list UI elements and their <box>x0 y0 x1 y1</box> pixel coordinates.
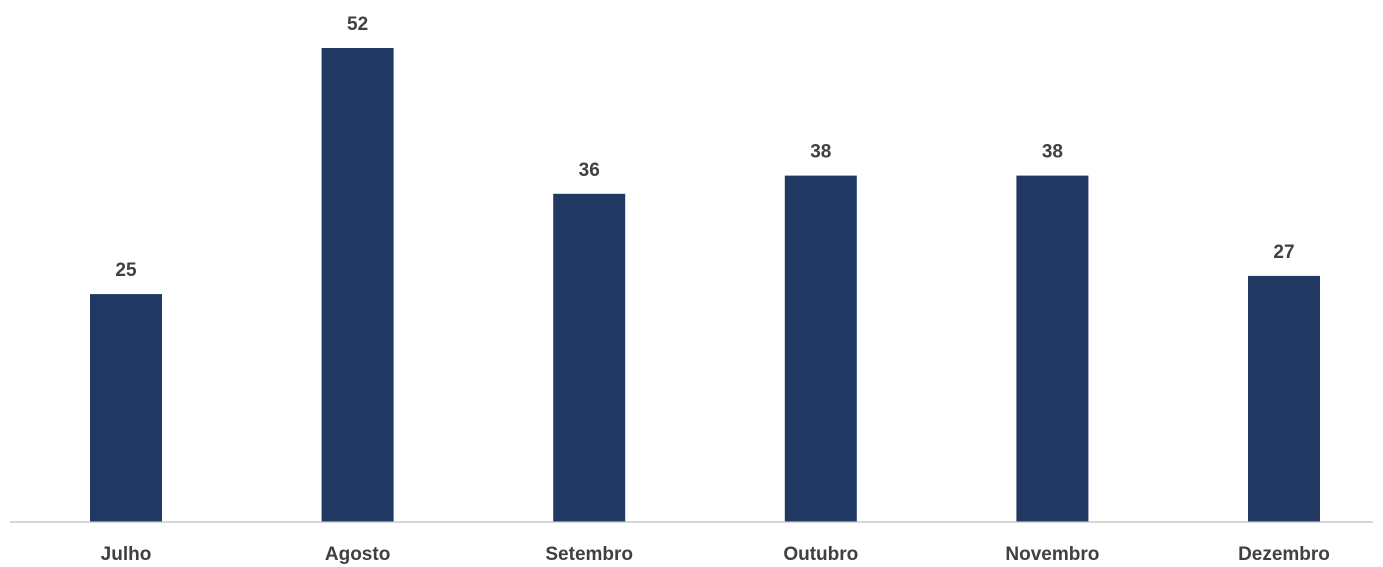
bar-julho <box>90 294 162 522</box>
bar-novembro <box>1016 175 1089 522</box>
bar-agosto <box>321 48 394 522</box>
category-label-agosto: Agosto <box>325 544 390 565</box>
bar-dezembro <box>1248 275 1320 522</box>
data-label-agosto: 52 <box>347 14 368 35</box>
data-label-novembro: 38 <box>1042 142 1063 163</box>
category-label-dezembro: Dezembro <box>1238 544 1330 565</box>
data-label-julho: 25 <box>115 260 137 281</box>
data-label-dezembro: 27 <box>1273 242 1294 263</box>
category-label-outubro: Outubro <box>783 544 858 565</box>
category-labels-group: Julho Agosto Setembro Outubro Novembro Dezemb… <box>101 544 1330 565</box>
category-label-julho: Julho <box>101 544 152 565</box>
bars-group <box>90 48 1320 523</box>
category-label-setembro: Setembro <box>545 544 633 565</box>
value-labels-group: 25 52 36 38 38 27 <box>115 14 1294 281</box>
data-label-setembro: 36 <box>579 160 600 181</box>
data-label-outubro: 38 <box>810 142 831 163</box>
bar-setembro <box>553 193 626 523</box>
bar-outubro <box>784 175 857 522</box>
category-label-novembro: Novembro <box>1005 544 1099 565</box>
